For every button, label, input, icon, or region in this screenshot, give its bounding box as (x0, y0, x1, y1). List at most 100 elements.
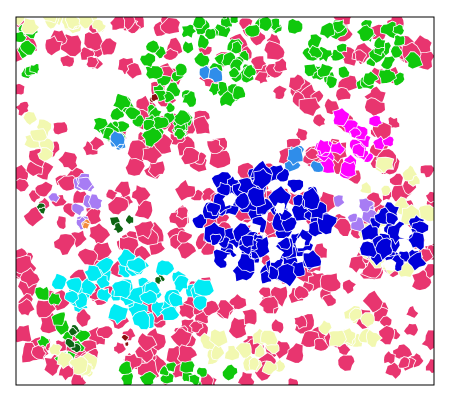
region-cell-light-yellow (401, 164, 419, 182)
region-cell-crimson-pink (17, 298, 36, 317)
region-layer (16, 17, 434, 385)
region-cell-crimson-pink (113, 341, 127, 355)
region-cell-green (287, 17, 304, 35)
region-cell-green (244, 24, 261, 38)
region-cell-cyan (131, 310, 150, 331)
region-cell-crimson-pink (319, 272, 342, 293)
region-cell-magenta (315, 138, 332, 156)
region-cell-dark-red (124, 340, 130, 348)
region-cell-crimson-pink (271, 84, 288, 100)
region-cell-blue (407, 231, 425, 252)
region-cell-green (145, 39, 161, 54)
region-cell-light-yellow (254, 343, 266, 359)
region-cell-crimson-pink (59, 54, 75, 68)
region-cell-green (173, 127, 187, 140)
region-cell-green (207, 81, 220, 97)
region-cell-crimson-pink (425, 358, 434, 375)
region-cell-light-yellow (22, 110, 38, 126)
region-cell-cyan (107, 303, 129, 326)
region-cell-light-yellow (234, 342, 252, 359)
region-cell-blue (301, 186, 321, 211)
region-cell-green (379, 20, 399, 40)
region-cell-green (165, 102, 176, 114)
region-cell-crimson-pink (388, 172, 404, 187)
region-cell-sky-blue (109, 130, 126, 149)
region-cell-crimson-pink (273, 57, 289, 73)
region-cell-crimson-pink (294, 285, 310, 301)
region-cell-green (404, 51, 424, 70)
image-frame (15, 16, 435, 386)
region-cell-crimson-pink (89, 135, 106, 151)
region-cell-crimson-pink (263, 40, 286, 61)
region-cell-green (393, 34, 406, 47)
region-cell-crimson-pink (175, 206, 189, 221)
region-cell-blue (240, 234, 255, 248)
region-cell-crimson-pink (85, 55, 99, 68)
region-cell-crimson-pink (30, 344, 47, 361)
region-cell-green (174, 62, 188, 77)
region-cell-cyan (159, 305, 181, 321)
region-cell-crimson-pink (176, 241, 198, 260)
region-cell-crimson-pink (383, 350, 396, 365)
region-cell-crimson-pink (188, 320, 204, 334)
region-cell-crimson-pink (159, 17, 181, 35)
region-cell-magenta (340, 160, 357, 178)
region-cell-green (378, 65, 397, 85)
region-cell-crimson-pink (237, 370, 256, 385)
background-gap (398, 224, 414, 240)
region-cell-crimson-pink (420, 329, 434, 352)
region-cell-blue (276, 236, 292, 250)
region-cell-blue (407, 251, 428, 272)
region-cell-crimson-pink (57, 150, 79, 172)
region-cell-dark-red (120, 334, 130, 342)
region-cell-magenta (348, 127, 362, 140)
region-cell-green (303, 63, 319, 78)
region-cell-green (196, 366, 208, 378)
region-cell-crimson-pink (34, 180, 54, 198)
region-cell-green (355, 24, 375, 43)
region-cell-crimson-pink (133, 220, 155, 240)
region-cell-crimson-pink (56, 175, 78, 192)
region-cell-green (36, 334, 51, 349)
background-gap (267, 246, 285, 263)
region-cell-light-yellow (365, 328, 383, 348)
region-cell-crimson-pink (361, 289, 384, 314)
region-cell-blue (374, 237, 393, 262)
region-cell-green (159, 364, 170, 377)
region-cell-blue (302, 249, 322, 269)
region-cell-crimson-pink (293, 314, 308, 330)
region-cell-green (197, 33, 210, 50)
region-cell-light-yellow (68, 356, 89, 376)
region-cell-green (392, 23, 405, 36)
region-cell-crimson-pink (258, 295, 279, 315)
region-cell-cyan (65, 277, 83, 295)
region-cell-green (179, 360, 196, 374)
region-cell-crimson-pink (335, 87, 352, 102)
region-cell-light-yellow (260, 329, 279, 346)
region-cell-crimson-pink (353, 49, 367, 64)
region-cell-sky-blue (208, 66, 223, 84)
region-cell-green (389, 44, 404, 59)
region-cell-cyan (95, 274, 111, 290)
background-gap (223, 254, 236, 265)
region-cell-cyan (168, 291, 184, 308)
region-cell-crimson-pink (257, 286, 272, 299)
region-cell-crimson-pink (123, 352, 143, 373)
region-cell-green (112, 92, 132, 112)
region-cell-lavender (333, 194, 346, 208)
region-cell-blue (275, 167, 290, 183)
region-cell-orange (81, 221, 90, 231)
region-cell-blue (212, 248, 232, 269)
region-cell-magenta (351, 142, 366, 158)
region-cell-light-yellow (37, 147, 54, 162)
region-cell-magenta (381, 135, 395, 148)
region-cell-green (19, 39, 37, 56)
region-cell-cyan (96, 287, 113, 304)
region-cell-green (317, 62, 335, 78)
region-cell-light-yellow (380, 184, 392, 197)
region-cell-crimson-pink (174, 178, 197, 202)
region-cell-crimson-pink (113, 180, 132, 199)
region-cell-light-yellow (359, 181, 373, 195)
region-cell-dark-green (125, 214, 135, 226)
